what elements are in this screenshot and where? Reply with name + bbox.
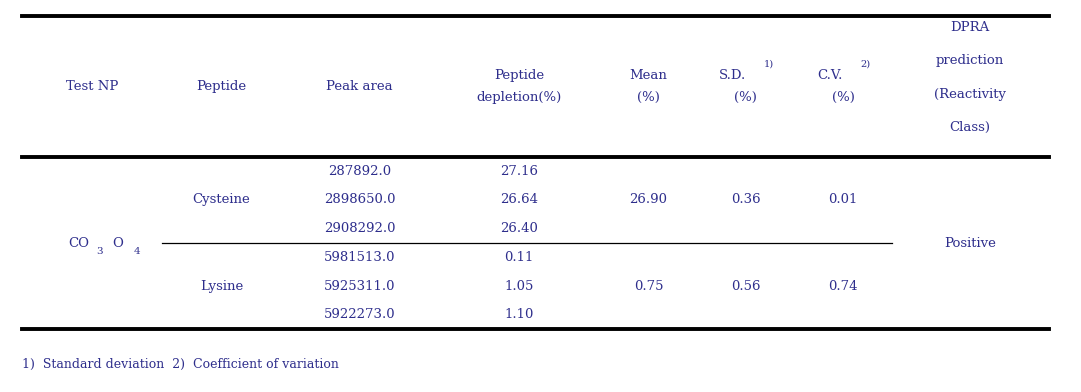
- Text: (Reactivity: (Reactivity: [934, 87, 1006, 101]
- Text: Class): Class): [950, 121, 990, 134]
- Text: Cysteine: Cysteine: [192, 193, 251, 207]
- Text: 0.36: 0.36: [731, 193, 761, 207]
- Text: Test NP: Test NP: [66, 80, 118, 93]
- Text: 1): 1): [763, 60, 774, 69]
- Text: 26.90: 26.90: [629, 193, 668, 207]
- Text: 0.56: 0.56: [731, 279, 761, 293]
- Text: 0.01: 0.01: [828, 193, 858, 207]
- Text: S.D.: S.D.: [719, 69, 747, 82]
- Text: 4: 4: [134, 247, 141, 256]
- Text: 5981513.0: 5981513.0: [323, 251, 396, 264]
- Text: 0.11: 0.11: [504, 251, 534, 264]
- Text: DPRA: DPRA: [950, 21, 990, 34]
- Text: 1)  Standard deviation  2)  Coefficient of variation: 1) Standard deviation 2) Coefficient of …: [22, 358, 338, 371]
- Text: Peak area: Peak area: [326, 80, 392, 93]
- Text: 2): 2): [860, 60, 871, 69]
- Text: (%): (%): [831, 91, 855, 103]
- Text: depletion(%): depletion(%): [477, 91, 561, 103]
- Text: Peptide: Peptide: [197, 80, 246, 93]
- Text: O: O: [112, 236, 123, 250]
- Text: Mean: Mean: [629, 69, 668, 82]
- Text: 0.75: 0.75: [633, 279, 664, 293]
- Text: 1.10: 1.10: [504, 309, 534, 321]
- Text: prediction: prediction: [936, 54, 1004, 67]
- Text: 1.05: 1.05: [504, 279, 534, 293]
- Text: 5922273.0: 5922273.0: [323, 309, 396, 321]
- Text: 26.64: 26.64: [499, 193, 538, 207]
- Text: 287892.0: 287892.0: [328, 165, 391, 178]
- Text: Positive: Positive: [945, 236, 996, 250]
- Text: C.V.: C.V.: [817, 69, 843, 82]
- Text: 27.16: 27.16: [499, 165, 538, 178]
- Text: CO: CO: [68, 236, 90, 250]
- Text: (%): (%): [734, 91, 758, 103]
- Text: Peptide: Peptide: [494, 69, 544, 82]
- Text: 2908292.0: 2908292.0: [323, 222, 396, 235]
- Text: Lysine: Lysine: [200, 279, 243, 293]
- Text: 26.40: 26.40: [499, 222, 538, 235]
- Text: 5925311.0: 5925311.0: [323, 279, 396, 293]
- Text: 3: 3: [96, 247, 103, 256]
- Text: 2898650.0: 2898650.0: [323, 193, 396, 207]
- Text: 0.74: 0.74: [828, 279, 858, 293]
- Text: (%): (%): [637, 91, 660, 103]
